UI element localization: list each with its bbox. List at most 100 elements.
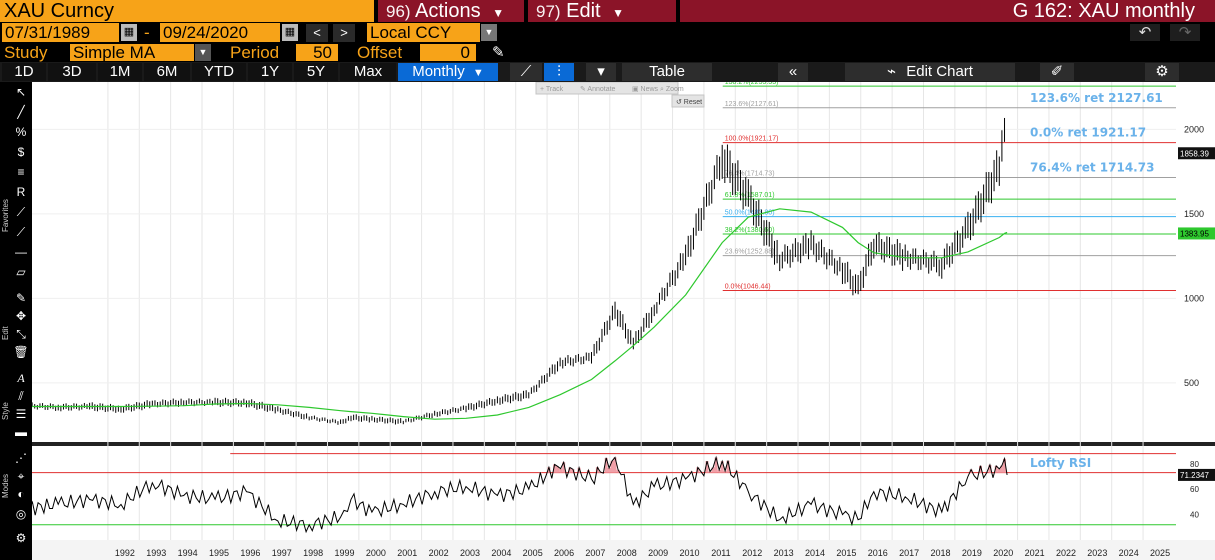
text-tool-icon[interactable]: A	[17, 371, 25, 385]
end-date-input[interactable]: 09/24/2020	[160, 23, 280, 42]
gear-icon[interactable]: ⚙	[15, 531, 27, 545]
fib-level-label: 50.0%(1483.80)	[725, 210, 775, 217]
x-tick-label: 2012	[742, 548, 762, 558]
modes-label: Modes	[1, 473, 10, 498]
tab-1d[interactable]: 1D	[2, 63, 46, 81]
tab-ytd[interactable]: YTD	[192, 63, 246, 81]
rsi-line	[32, 455, 1008, 534]
x-tick-label: 2025	[1150, 548, 1170, 558]
pen-icon[interactable]: ✎	[15, 291, 27, 305]
rsi-last-label: 71.2347	[1180, 471, 1209, 480]
chevron-down-icon: ▼	[612, 6, 625, 20]
edit-chart-button[interactable]: ⌁ Edit Chart	[845, 63, 1015, 81]
offset-input[interactable]: 0	[420, 44, 476, 61]
x-tick-label: 2003	[460, 548, 480, 558]
calendar-icon[interactable]: ▦	[121, 24, 137, 41]
currency-select[interactable]: Local CCY	[367, 23, 480, 42]
price-tick-label: 1500	[1184, 209, 1204, 219]
drawing-toolbar: ↖ ╱ % $ ≡ R ⟋ ⟋ ― ▱ ✎ ✥ ⤡ 🗑 A ⫽ ☰ ▬ ⋰ ⌖ …	[0, 82, 32, 560]
date-separator: -	[144, 23, 150, 42]
fill-icon[interactable]: ▬	[15, 425, 27, 439]
zoom-button: ⌕ Zoom	[660, 86, 684, 93]
crosshair-icon[interactable]: ⌖	[17, 469, 25, 483]
line-style-icon[interactable]: ⫽	[18, 389, 24, 403]
undo-icon[interactable]: ↶	[1130, 24, 1160, 41]
edit-menu[interactable]: 97) Edit ▼	[528, 0, 676, 22]
fibonacci-tool-icon[interactable]: ≡	[17, 165, 25, 179]
style-label: Style	[1, 402, 10, 420]
line-weight-icon[interactable]: ☰	[15, 407, 27, 421]
x-tick-label: 2023	[1087, 548, 1107, 558]
x-tick-label: 2004	[491, 548, 511, 558]
calendar-icon[interactable]: ▦	[282, 24, 298, 41]
tab-1y[interactable]: 1Y	[248, 63, 292, 81]
ticker-field[interactable]: XAU Curncy	[0, 0, 374, 22]
line-tool-icon[interactable]: ╱	[17, 105, 25, 119]
x-tick-label: 1998	[303, 548, 323, 558]
percent-tool-icon[interactable]: %	[15, 125, 27, 139]
start-date-input[interactable]: 07/31/1989	[2, 23, 119, 42]
x-tick-label: 2002	[429, 548, 449, 558]
page-title-text: G 162: XAU monthly	[1012, 0, 1195, 22]
horizontal-line-icon[interactable]: ―	[15, 245, 27, 259]
panel-divider	[32, 442, 1215, 446]
mode-icon[interactable]: ◎	[15, 507, 27, 521]
ma-line	[32, 208, 1008, 420]
x-tick-label: 2014	[805, 548, 825, 558]
price-tick-label: 2000	[1184, 124, 1204, 134]
tab-5y[interactable]: 5Y	[294, 63, 338, 81]
channel-tool-icon[interactable]: ▱	[16, 265, 26, 279]
chart-panel[interactable]: 1992 1993 1994 1995 1996 1997 1998 1999 2000 2001…	[32, 82, 1215, 560]
ticker-label: XAU Curncy	[4, 0, 115, 22]
rsi-tick-label: 60	[1190, 485, 1199, 494]
reset-button[interactable]	[671, 94, 705, 108]
cursor-icon[interactable]: ↖	[15, 85, 27, 99]
trash-icon[interactable]: 🗑	[13, 345, 29, 359]
fib-level-label: 38.2%(1380.60)	[725, 227, 775, 234]
ray-tool-icon[interactable]: ⟋	[16, 225, 26, 239]
actions-number: 96)	[386, 2, 411, 21]
tab-3d[interactable]: 3D	[48, 63, 96, 81]
pattern-icon[interactable]: ⋰	[15, 451, 27, 465]
chart-svg[interactable]: 1992 1993 1994 1995 1996 1997 1998 1999 2000 2001…	[32, 82, 1215, 560]
fib-level-label: 23.6%(1252.88)	[725, 249, 775, 256]
fib-level-label: 123.6%(2127.61)	[725, 101, 779, 108]
pencil-icon[interactable]: ✎	[492, 44, 505, 61]
track-button: + Track	[540, 86, 564, 93]
select-icon[interactable]: ⤡	[16, 327, 26, 341]
period-input[interactable]: 50	[296, 44, 338, 61]
regression-tool-icon[interactable]: R	[16, 185, 26, 199]
cycle-icon[interactable]: ◐	[17, 487, 25, 501]
tab-1m[interactable]: 1M	[98, 63, 142, 81]
actions-menu[interactable]: 96) Actions ▼	[378, 0, 524, 22]
next-period-button[interactable]: >	[333, 24, 355, 42]
dollar-tool-icon[interactable]: $	[17, 145, 25, 159]
redo-icon[interactable]: ↷	[1170, 24, 1200, 41]
study-select[interactable]: Simple MA	[70, 44, 194, 61]
previous-period-button[interactable]: <	[306, 24, 328, 42]
line-chart-icon[interactable]: ⟋	[510, 63, 542, 81]
frequency-select[interactable]: Monthly ▼	[398, 63, 498, 81]
chevron-down-icon[interactable]: ▼	[195, 44, 211, 61]
tab-max[interactable]: Max	[340, 63, 396, 81]
chevron-down-icon[interactable]: ▾	[586, 63, 616, 81]
x-tick-label: 1993	[146, 548, 166, 558]
x-tick-label: 2016	[868, 548, 888, 558]
chevron-down-icon[interactable]: ▼	[481, 24, 497, 41]
bar-chart-icon[interactable]: ⫶	[544, 63, 574, 81]
chart-icon: ⌁	[887, 63, 897, 80]
trendline-icon[interactable]: ⟋	[16, 205, 26, 219]
gear-icon[interactable]: ⚙	[1145, 63, 1179, 81]
price-tick-label: 500	[1184, 378, 1199, 388]
last-price-label: 1858.39	[1180, 149, 1209, 158]
fib-level-label: 76.4%(1714.73)	[725, 171, 775, 178]
table-button[interactable]: Table	[622, 63, 712, 81]
collapse-icon[interactable]: «	[778, 63, 808, 81]
tab-6m[interactable]: 6M	[144, 63, 190, 81]
x-tick-label: 2005	[523, 548, 543, 558]
chart-background	[32, 82, 1215, 560]
annotate-icon[interactable]: ✐	[1040, 63, 1074, 81]
x-tick-label: 2006	[554, 548, 574, 558]
x-tick-label: 2020	[993, 548, 1013, 558]
move-icon[interactable]: ✥	[15, 309, 27, 323]
